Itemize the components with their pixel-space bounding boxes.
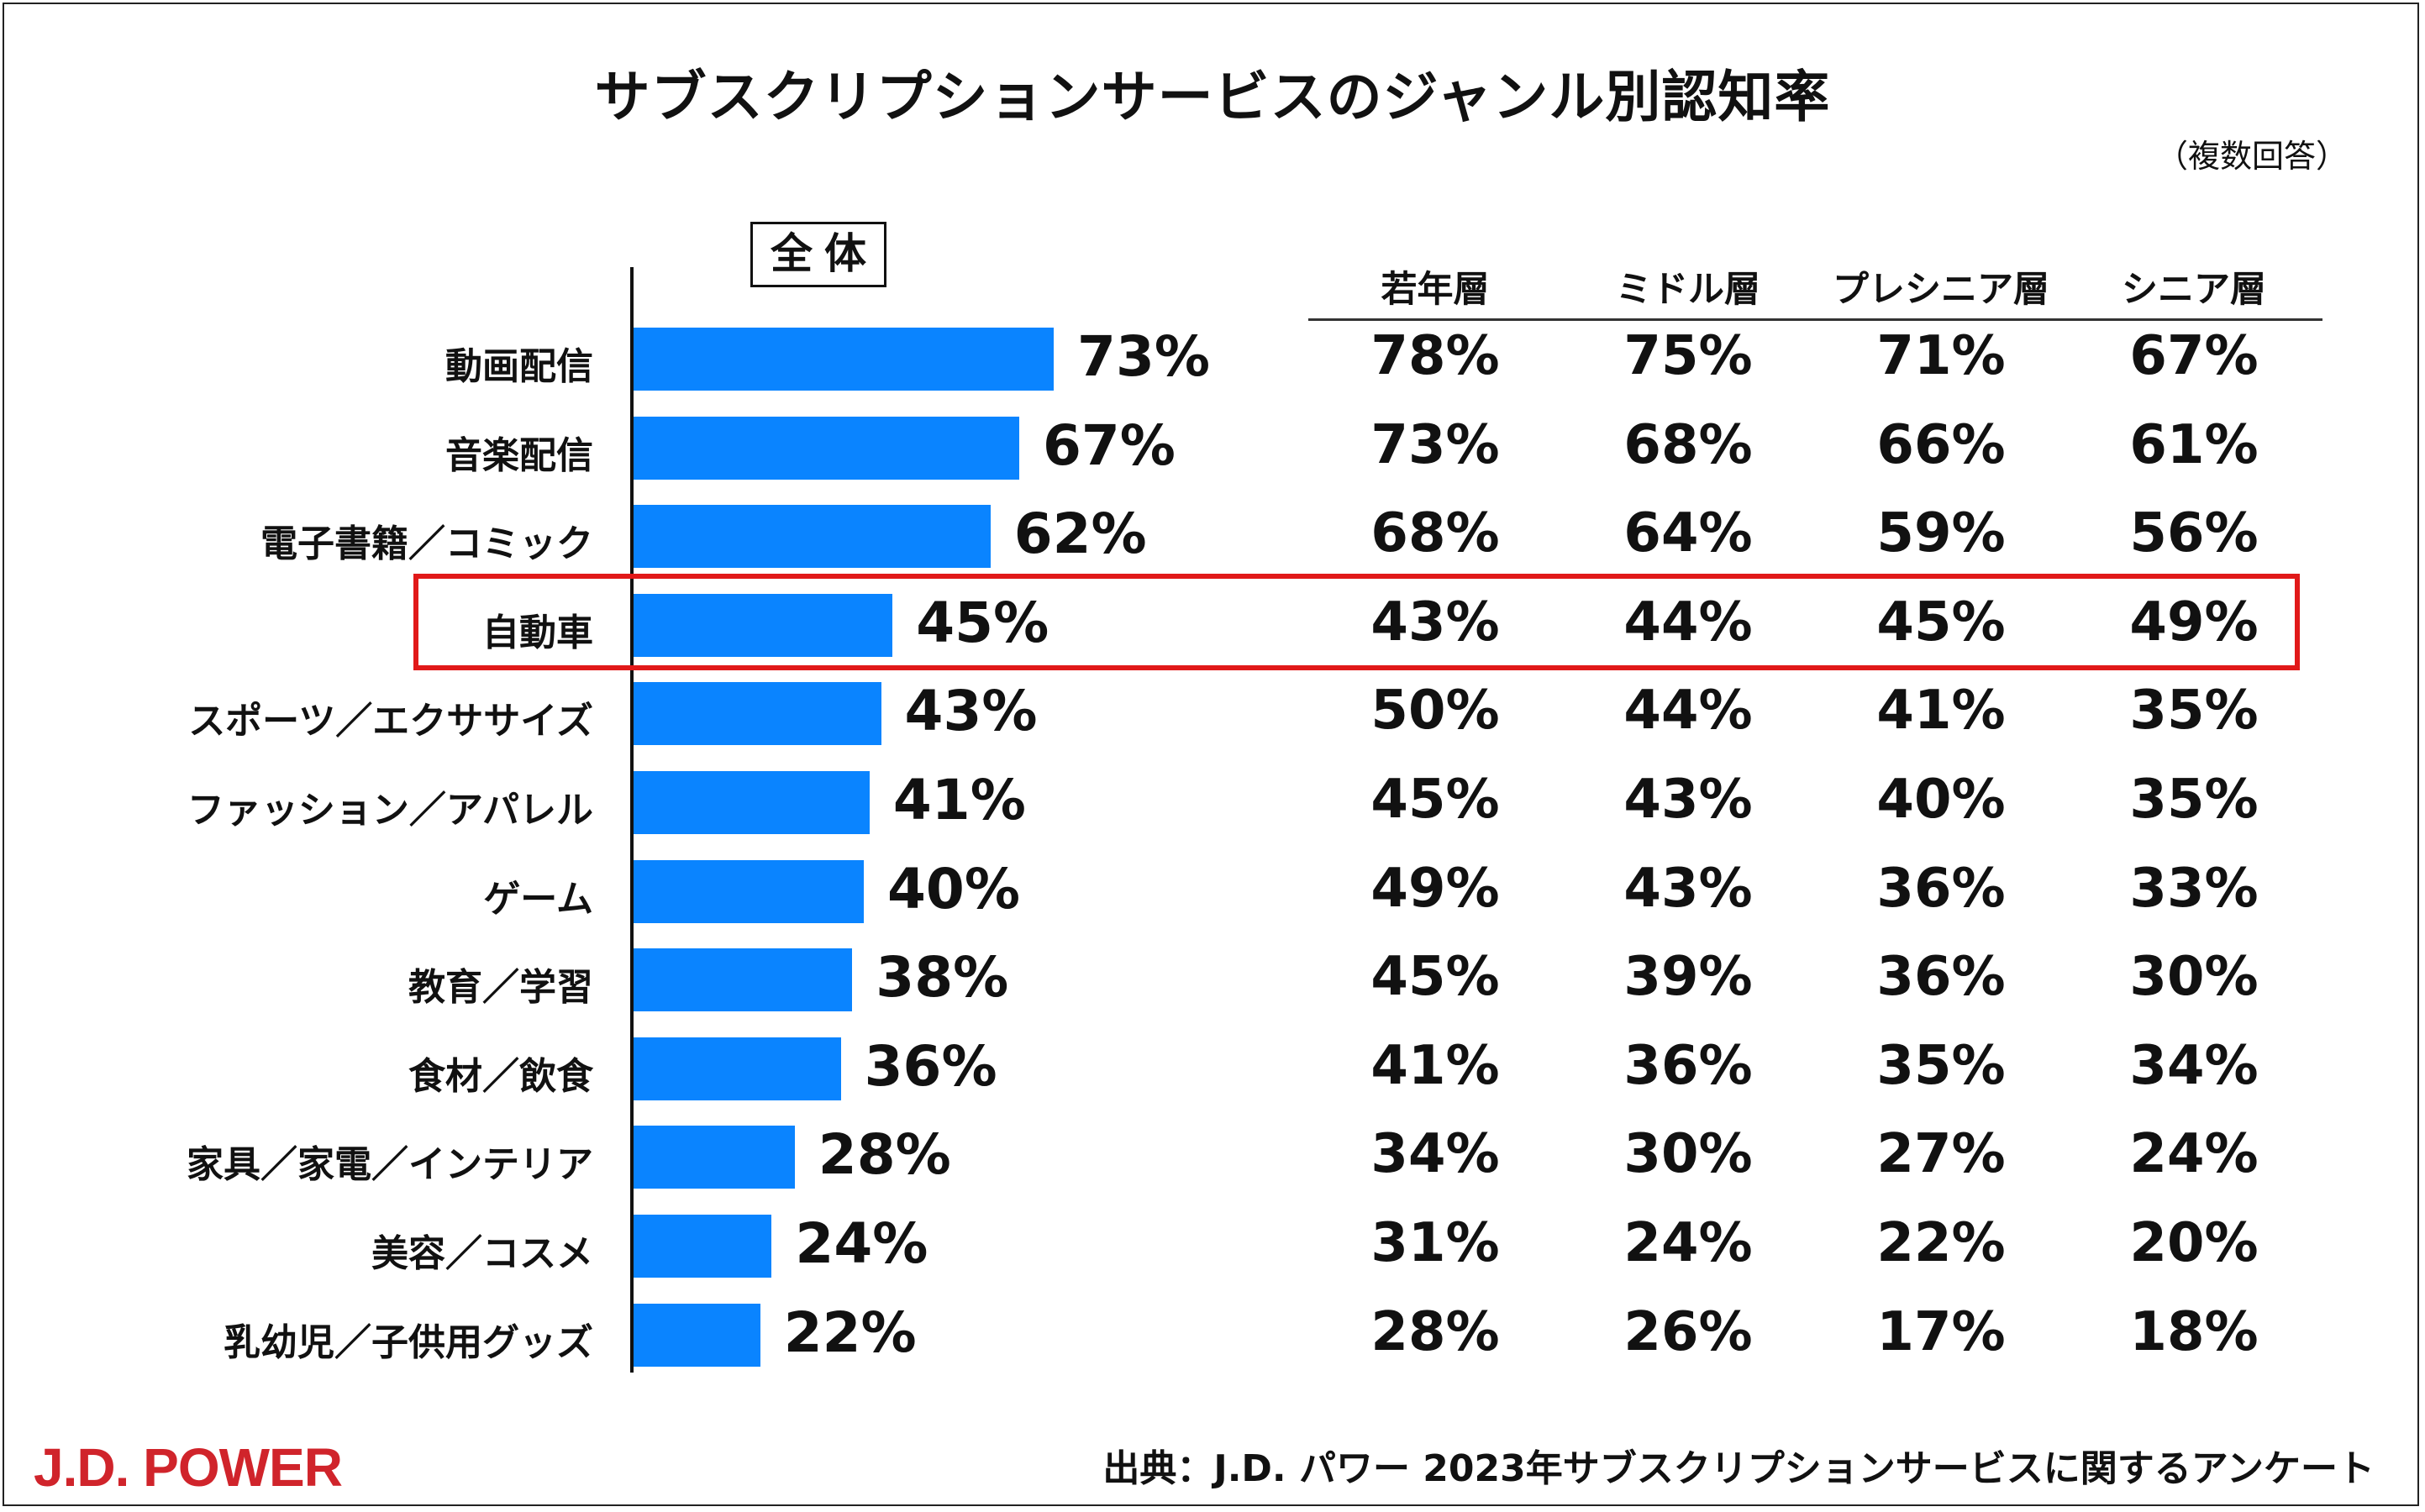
value-cell-senior: 30% [2129,946,2259,1009]
value-cell-senior: 49% [2129,591,2259,654]
value-cell-young: 43% [1370,591,1500,654]
bar-value-label: 43% [904,679,1038,744]
value-cell-young: 41% [1370,1034,1500,1097]
value-cell-middle: 75% [1623,325,1753,387]
bar-overall [634,682,881,746]
value-cell-middle: 44% [1623,680,1753,743]
value-cell-middle: 68% [1623,413,1753,476]
value-cell-young: 78% [1370,325,1500,387]
highlight-frame [413,574,2300,670]
value-cell-pre-senior: 66% [1876,413,2006,476]
value-cell-pre-senior: 36% [1876,857,2006,920]
bar-overall [634,416,1019,480]
chart-title: サブスクリプションサービスのジャンル別認知率 [594,65,1831,129]
column-header-pre-senior: プレシニア層 [1833,269,2049,311]
value-cell-senior: 34% [2129,1034,2259,1097]
value-cell-senior: 18% [2129,1300,2259,1363]
bar-value-label: 36% [864,1033,997,1099]
value-cell-pre-senior: 17% [1876,1300,2006,1363]
value-cell-middle: 43% [1623,769,1753,831]
figure-frame [3,3,2419,1506]
value-cell-middle: 26% [1623,1300,1753,1363]
value-cell-pre-senior: 71% [1876,325,2006,387]
source-note: 出典：J.D. パワー 2023年サブスクリプションサービスに関するアンケート [1102,1447,2375,1490]
value-cell-pre-senior: 22% [1876,1212,2006,1274]
bar-value-label: 28% [818,1122,951,1188]
value-cell-middle: 36% [1623,1034,1753,1097]
bar-value-label: 45% [916,590,1049,655]
category-label: 音楽配信 [445,433,593,477]
value-cell-senior: 35% [2129,680,2259,743]
bar-overall [634,505,991,569]
bar-value-label: 41% [892,768,1026,832]
bar-value-label: 62% [1013,501,1147,567]
jd-power-logo: J.D. POWER [34,1437,343,1498]
overall-label: 全体 [750,222,886,287]
bar-value-label: 67% [1042,412,1176,478]
value-cell-young: 28% [1370,1300,1500,1363]
category-label: 美容／コスメ [371,1232,593,1275]
bar-overall [634,1037,841,1100]
category-label: 動画配信 [445,345,593,388]
category-axis [630,267,634,1373]
column-header-senior: シニア層 [2122,269,2266,311]
bar-overall [634,593,893,657]
category-label: スポーツ／エクササイズ [188,700,593,743]
value-cell-senior: 56% [2129,502,2259,565]
value-cell-young: 34% [1370,1123,1500,1186]
bar-overall [634,1215,772,1278]
category-label: 教育／学習 [408,966,593,1010]
value-cell-young: 73% [1370,413,1500,476]
value-cell-middle: 24% [1623,1212,1753,1274]
value-cell-pre-senior: 36% [1876,946,2006,1009]
value-cell-young: 45% [1370,769,1500,831]
bar-overall [634,328,1055,391]
bar-value-label: 22% [783,1299,917,1365]
value-cell-senior: 35% [2129,769,2259,831]
column-header-middle: ミドル層 [1616,269,1760,311]
value-cell-senior: 24% [2129,1123,2259,1186]
bar-overall [634,859,864,923]
category-label: 電子書籍／コミック [260,522,593,566]
category-label: 乳幼児／子供用グッズ [224,1320,593,1364]
header-divider [1308,318,2322,321]
category-label: 自動車 [482,611,593,654]
value-cell-senior: 61% [2129,413,2259,476]
value-cell-pre-senior: 41% [1876,680,2006,743]
bar-value-label: 24% [795,1211,928,1276]
value-cell-young: 31% [1370,1212,1500,1274]
value-cell-middle: 39% [1623,946,1753,1009]
category-label: 家具／家電／インテリア [187,1143,593,1187]
value-cell-middle: 44% [1623,591,1753,654]
bar-value-label: 38% [876,945,1009,1011]
value-cell-young: 50% [1370,680,1500,743]
value-cell-pre-senior: 59% [1876,502,2006,565]
bar-overall [634,1303,760,1367]
value-cell-middle: 43% [1623,857,1753,920]
bar-value-label: 40% [887,856,1020,921]
value-cell-pre-senior: 40% [1876,769,2006,831]
category-label: ゲーム [483,877,593,921]
bar-overall [634,948,853,1012]
column-header-young: 若年層 [1381,269,1490,311]
value-cell-pre-senior: 35% [1876,1034,2006,1097]
value-cell-young: 45% [1370,946,1500,1009]
value-cell-pre-senior: 27% [1876,1123,2006,1186]
category-label: ファッション／アパレル [187,789,593,832]
value-cell-young: 49% [1370,857,1500,920]
bar-overall [634,771,870,834]
category-label: 食材／飲食 [408,1054,593,1098]
value-cell-pre-senior: 45% [1876,591,2006,654]
value-cell-senior: 20% [2129,1212,2259,1274]
bar-value-label: 73% [1077,324,1211,389]
multiple-answer-note: （複数回答） [2155,138,2348,175]
value-cell-middle: 64% [1623,502,1753,565]
value-cell-young: 68% [1370,502,1500,565]
value-cell-senior: 67% [2129,325,2259,387]
bar-overall [634,1126,795,1189]
value-cell-senior: 33% [2129,857,2259,920]
value-cell-middle: 30% [1623,1123,1753,1186]
